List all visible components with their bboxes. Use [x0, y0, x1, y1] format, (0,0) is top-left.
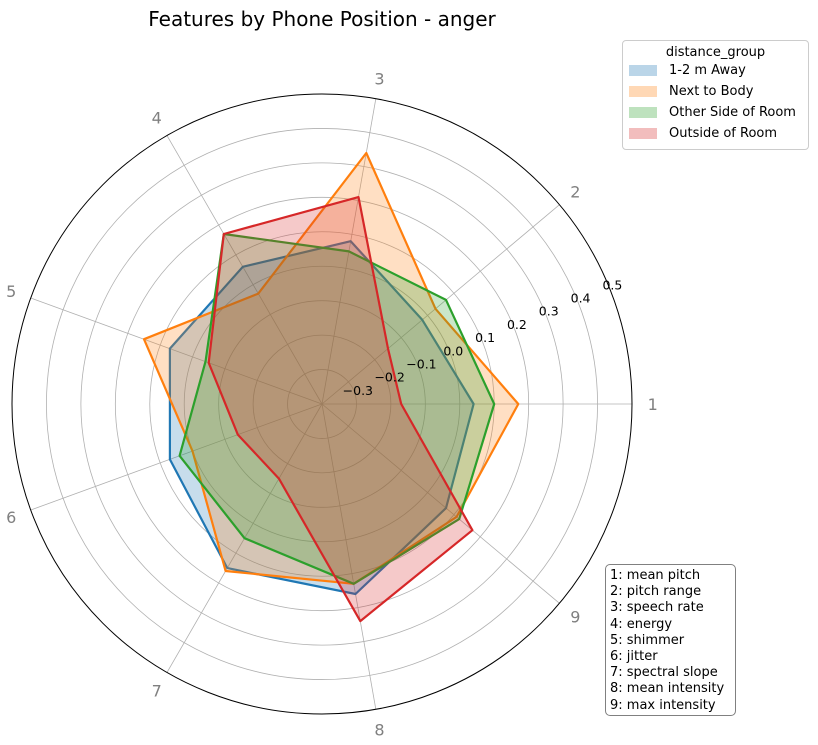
- radial-tick-label: −0.1: [406, 356, 436, 371]
- angular-tick-label: 6: [6, 508, 16, 527]
- feature-key-entry: 9: max intensity: [610, 697, 716, 713]
- radial-tick-label: 0.4: [571, 291, 591, 306]
- angular-tick-label: 2: [570, 182, 580, 201]
- feature-key-entry: 8: mean intensity: [610, 681, 725, 697]
- radar-labels: 1 2 3 4 5 6 7 8 9 −0.3−0.2−0.1 0.0 0.1 0.2 0.3 0.4 0.5: [6, 69, 658, 739]
- series-fill: [144, 153, 519, 584]
- angular-tick-label: 3: [374, 69, 384, 88]
- series-line: [207, 196, 474, 623]
- legend-item: Outside of Room: [623, 123, 808, 144]
- series-line: [142, 151, 520, 585]
- legend-swatch-next-to-body: [629, 86, 657, 97]
- angular-tick-label: 9: [570, 608, 580, 627]
- angular-tick-label: 1: [648, 395, 658, 414]
- angular-gridline: [30, 297, 323, 405]
- feature-key-entry: 1: mean pitch: [610, 568, 701, 583]
- legend: distance_group 1-2 m Away Next to Body O…: [622, 40, 809, 150]
- legend-label: 1-2 m Away: [669, 63, 746, 78]
- feature-key-box: 1: mean pitch 2: pitch range 3: speech r…: [605, 564, 736, 716]
- radial-tick-label: 0.5: [602, 277, 622, 292]
- legend-swatch-1-2m: [629, 65, 657, 76]
- radial-tick-label: 0.2: [507, 317, 527, 332]
- legend-item: Next to Body: [623, 81, 808, 102]
- radial-tick-label: −0.2: [374, 370, 404, 385]
- angular-gridline: [30, 403, 323, 511]
- feature-key-entry: 2: pitch range: [610, 584, 702, 600]
- radial-tick-label: 0.3: [539, 304, 559, 319]
- radar-series: [142, 151, 520, 623]
- legend-swatch-outside: [629, 128, 657, 139]
- series-line: [168, 240, 475, 596]
- angular-tick-label: 4: [152, 109, 162, 128]
- angular-gridline: [321, 403, 560, 604]
- feature-key-entry: 3: speech rate: [610, 600, 704, 616]
- polar-frame: [11, 93, 633, 715]
- angular-tick-label: 5: [6, 282, 16, 301]
- radar-grid: [11, 93, 633, 715]
- legend-item: 1-2 m Away: [623, 60, 808, 81]
- angular-gridline: [321, 403, 377, 710]
- legend-title: distance_group: [665, 45, 766, 60]
- series-line: [178, 232, 496, 585]
- angular-gridline: [166, 135, 323, 405]
- series-fill: [169, 241, 474, 594]
- radial-tick-label: 0.0: [443, 343, 463, 358]
- feature-key-entry: 6: jitter: [610, 649, 658, 665]
- angular-tick-label: 7: [152, 681, 162, 700]
- radial-tick-label: 0.1: [475, 330, 495, 345]
- angular-gridline: [321, 204, 560, 405]
- angular-tick-label: 8: [374, 721, 384, 740]
- feature-key-entry: 4: energy: [610, 616, 673, 632]
- series-fill: [179, 234, 495, 584]
- legend-label: Outside of Room: [669, 126, 778, 141]
- legend-swatch-other-side: [629, 107, 657, 118]
- feature-key-entry: 7: spectral slope: [610, 665, 718, 681]
- series-fill: [208, 197, 473, 622]
- legend-item: Other Side of Room: [623, 102, 808, 123]
- legend-label: Other Side of Room: [669, 105, 796, 120]
- chart-title: Features by Phone Position - anger: [148, 7, 496, 31]
- radial-tick-label: −0.3: [343, 383, 373, 398]
- legend-label: Next to Body: [669, 84, 754, 99]
- feature-key-entry: 5: shimmer: [610, 632, 685, 648]
